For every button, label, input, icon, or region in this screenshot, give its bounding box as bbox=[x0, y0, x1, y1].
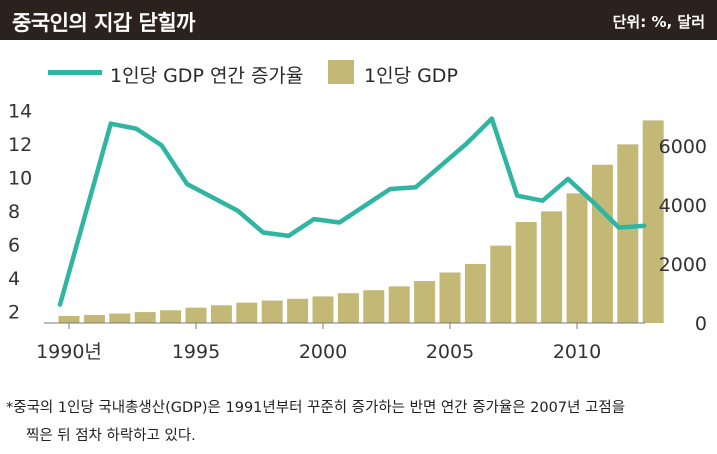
left-axis-tick-label: 4 bbox=[8, 268, 20, 290]
gdp-bar bbox=[414, 281, 436, 323]
gdp-bar bbox=[490, 245, 512, 323]
x-axis-tick-label: 2005 bbox=[426, 341, 474, 363]
gdp-bar bbox=[439, 272, 461, 323]
footnote-line-2: 찍은 뒤 점차 하락하고 있다. bbox=[26, 428, 196, 444]
right-axis-tick-label: 6000 bbox=[659, 136, 707, 158]
gdp-bar bbox=[236, 302, 258, 323]
right-axis-tick-label: 0 bbox=[695, 313, 707, 335]
gdp-bar bbox=[337, 293, 359, 323]
gdp-bar bbox=[388, 286, 410, 323]
left-axis-tick-label: 6 bbox=[8, 234, 20, 256]
gdp-bar bbox=[58, 315, 80, 323]
right-axis-tick-label: 2000 bbox=[659, 254, 707, 276]
gdp-bar bbox=[261, 300, 283, 323]
x-axis-tick-label: 1990년 bbox=[36, 341, 102, 363]
legend-bar-swatch bbox=[328, 60, 354, 84]
gdp-bar bbox=[515, 222, 537, 323]
gdp-bar bbox=[541, 211, 563, 323]
footnote-line-1: *중국의 1인당 국내총생산(GDP)은 1991년부터 꾸준히 증가하는 반면… bbox=[6, 400, 626, 416]
gdp-bar bbox=[287, 298, 309, 323]
header-bar: 중국인의 지갑 닫힐까 단위: %, 달러 bbox=[0, 0, 717, 40]
left-axis-tick-label: 12 bbox=[8, 134, 32, 156]
x-axis-tick-label: 1995 bbox=[172, 341, 220, 363]
x-axis-tick-label: 2000 bbox=[299, 341, 347, 363]
gdp-bar bbox=[210, 305, 232, 323]
growth-rate-line bbox=[57, 116, 647, 307]
gdp-bar bbox=[363, 290, 385, 323]
chart-area: 2 4 6 8 10 12 14 0 2000 4000 6000 1990년 1995 2000 2005… bbox=[8, 100, 707, 363]
legend-label-growth: 1인당 GDP 연간 증가율 bbox=[110, 65, 304, 87]
gdp-bar bbox=[185, 307, 207, 323]
gdp-bar bbox=[83, 315, 105, 323]
x-axis-tick-label: 2010 bbox=[553, 341, 601, 363]
gdp-bar bbox=[617, 144, 639, 323]
legend-label-gdp: 1인당 GDP bbox=[364, 65, 458, 87]
unit-label: 단위: %, 달러 bbox=[612, 13, 705, 31]
gdp-bar bbox=[312, 296, 334, 323]
left-axis-tick-label: 8 bbox=[8, 201, 20, 223]
right-axis-tick-label: 4000 bbox=[659, 195, 707, 217]
left-axis-tick-label: 2 bbox=[8, 301, 20, 323]
gdp-bar bbox=[160, 310, 182, 323]
legend-line-swatch bbox=[48, 70, 102, 75]
gdp-bar bbox=[566, 193, 588, 323]
gdp-bar bbox=[134, 312, 156, 323]
chart-title: 중국인의 지갑 닫힐까 bbox=[12, 11, 196, 35]
footnote: *중국의 1인당 국내총생산(GDP)은 1991년부터 꾸준히 증가하는 반면… bbox=[6, 394, 711, 450]
left-axis-tick-label: 14 bbox=[8, 100, 32, 122]
gdp-bar bbox=[642, 120, 664, 324]
gdp-bar bbox=[109, 313, 131, 323]
left-axis-tick-label: 10 bbox=[8, 167, 32, 189]
gdp-bar bbox=[591, 164, 613, 323]
gdp-bar bbox=[464, 263, 486, 323]
